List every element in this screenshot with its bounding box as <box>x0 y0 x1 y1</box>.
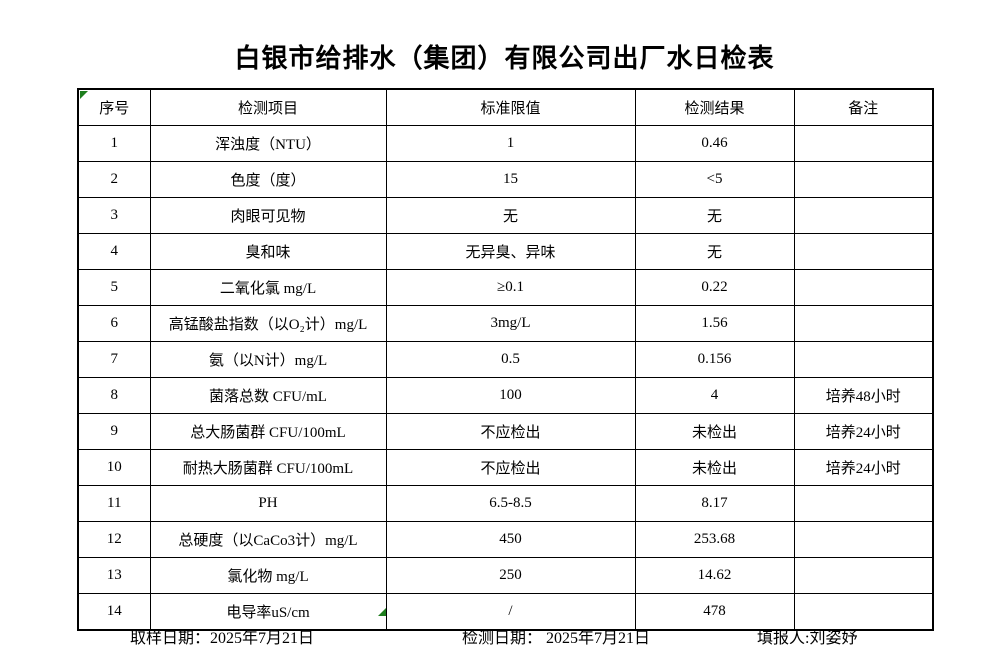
cell-remark <box>793 557 934 594</box>
cell-result: 0.22 <box>634 269 795 306</box>
cell-remark: 培养24小时 <box>793 449 934 486</box>
cell-result: 未检出 <box>634 413 795 450</box>
cell-item: 浑浊度（NTU） <box>149 125 387 162</box>
cell-remark <box>793 269 934 306</box>
reporter-text: 填报人:刘姿妤 <box>757 630 858 647</box>
cell-item: 氨（以N计）mg/L <box>149 341 387 378</box>
table-row: 9 总大肠菌群 CFU/100mL 不应检出 未检出 培养24小时 <box>77 413 934 450</box>
cell-result: <5 <box>634 161 795 198</box>
cell-item: 电导率uS/cm <box>149 593 387 631</box>
sampling-date-text: 取样日期：2025年7月21日 <box>130 630 315 647</box>
cell-no: 10 <box>77 449 151 486</box>
cell-item: 耐热大肠菌群 CFU/100mL <box>149 449 387 486</box>
cell-result: 0.156 <box>634 341 795 378</box>
header-row: 序号 检测项目 标准限值 检测结果 备注 <box>77 88 934 126</box>
daily-inspection-table: 序号 检测项目 标准限值 检测结果 备注 1 浑浊度（NTU） 1 0.46 2 色度（度… <box>77 88 934 631</box>
table-row: 5 二氧化氯 mg/L ≥0.1 0.22 <box>77 269 934 306</box>
cell-result: 无 <box>634 233 795 270</box>
cell-remark: 培养24小时 <box>793 413 934 450</box>
cell-no: 1 <box>77 125 151 162</box>
cell-limit: 450 <box>385 521 636 558</box>
cell-limit: 3mg/L <box>385 305 636 342</box>
cell-limit: 不应检出 <box>385 413 636 450</box>
cell-remark <box>793 593 934 631</box>
cell-limit: 0.5 <box>385 341 636 378</box>
fill-handle-icon <box>378 608 386 616</box>
header-limit: 标准限值 <box>385 88 636 126</box>
cell-no: 14 <box>77 593 151 631</box>
table-row: 8 菌落总数 CFU/mL 100 4 培养48小时 <box>77 377 934 414</box>
cell-result: 0.46 <box>634 125 795 162</box>
table-row: 14 电导率uS/cm/478 <box>77 593 934 631</box>
cell-item: 氯化物 mg/L <box>149 557 387 594</box>
cell-limit: 1 <box>385 125 636 162</box>
cell-item: 二氧化氯 mg/L <box>149 269 387 306</box>
cell-item: 总硬度（以CaCo3计）mg/L <box>149 521 387 558</box>
cell-no: 7 <box>77 341 151 378</box>
cell-item: 总大肠菌群 CFU/100mL <box>149 413 387 450</box>
cell-remark <box>793 341 934 378</box>
cell-no: 5 <box>77 269 151 306</box>
cell-result: 无 <box>634 197 795 234</box>
cell-limit: / <box>385 593 636 631</box>
cell-result: 1.56 <box>634 305 795 342</box>
cell-limit: 250 <box>385 557 636 594</box>
footer: 取样日期：2025年7月21日 检测日期： 2025年7月21日 填报人:刘姿妤 <box>0 621 990 649</box>
cell-no: 2 <box>77 161 151 198</box>
cell-no: 3 <box>77 197 151 234</box>
cell-limit: 15 <box>385 161 636 198</box>
table-row: 3 肉眼可见物无无 <box>77 197 934 234</box>
cell-result: 14.62 <box>634 557 795 594</box>
cell-item: 菌落总数 CFU/mL <box>149 377 387 414</box>
cell-limit: 100 <box>385 377 636 414</box>
table-body: 1 浑浊度（NTU） 1 0.46 2 色度（度） 15 <5 3 肉眼可见物无无 4 臭和味 无异臭、… <box>77 125 934 631</box>
cell-result: 8.17 <box>634 485 795 522</box>
cell-item: 高锰酸盐指数（以O₂计）mg/L <box>149 305 387 342</box>
cell-result: 4 <box>634 377 795 414</box>
table-row: 4 臭和味 无异臭、异味无 <box>77 233 934 270</box>
cell-remark <box>793 233 934 270</box>
page-title: 白银市给排水（集团）有限公司出厂水日检表 <box>234 44 775 73</box>
cell-remark <box>793 161 934 198</box>
cell-remark <box>793 125 934 162</box>
cell-remark <box>793 305 934 342</box>
cell-result: 未检出 <box>634 449 795 486</box>
cell-no: 6 <box>77 305 151 342</box>
table-row: 13 氯化物 mg/L 250 14.62 <box>77 557 934 594</box>
cell-no: 8 <box>77 377 151 414</box>
table-row: 12 总硬度（以CaCo3计）mg/L 450 253.68 <box>77 521 934 558</box>
table-row: 7 氨（以N计）mg/L 0.5 0.156 <box>77 341 934 378</box>
cell-remark <box>793 521 934 558</box>
table-row: 2 色度（度） 15 <5 <box>77 161 934 198</box>
header-remark: 备注 <box>793 88 934 126</box>
table-row: 10 耐热大肠菌群 CFU/100mL 不应检出 未检出 培养24小时 <box>77 449 934 486</box>
cell-limit: 无 <box>385 197 636 234</box>
table-row: 6 高锰酸盐指数（以O₂计）mg/L 3mg/L 1.56 <box>77 305 934 342</box>
header-item: 检测项目 <box>149 88 387 126</box>
cell-limit: 无异臭、异味 <box>385 233 636 270</box>
cell-item: PH <box>149 485 387 522</box>
cell-limit: 不应检出 <box>385 449 636 486</box>
cell-item: 色度（度） <box>149 161 387 198</box>
table-row: 1 浑浊度（NTU） 1 0.46 <box>77 125 934 162</box>
cell-no: 4 <box>77 233 151 270</box>
header-result: 检测结果 <box>634 88 795 126</box>
table-row: 11 PH 6.5-8.5 8.17 <box>77 485 934 522</box>
cell-no: 11 <box>77 485 151 522</box>
cell-limit: 6.5-8.5 <box>385 485 636 522</box>
cell-remark <box>793 485 934 522</box>
cell-item: 肉眼可见物 <box>149 197 387 234</box>
testing-date-text: 检测日期： 2025年7月21日 <box>462 630 651 647</box>
cell-no: 9 <box>77 413 151 450</box>
header-no: 序号 <box>77 88 151 126</box>
cell-item: 臭和味 <box>149 233 387 270</box>
cell-result: 253.68 <box>634 521 795 558</box>
cell-limit: ≥0.1 <box>385 269 636 306</box>
cell-remark: 培养48小时 <box>793 377 934 414</box>
cell-remark <box>793 197 934 234</box>
cell-no: 13 <box>77 557 151 594</box>
cell-no: 12 <box>77 521 151 558</box>
